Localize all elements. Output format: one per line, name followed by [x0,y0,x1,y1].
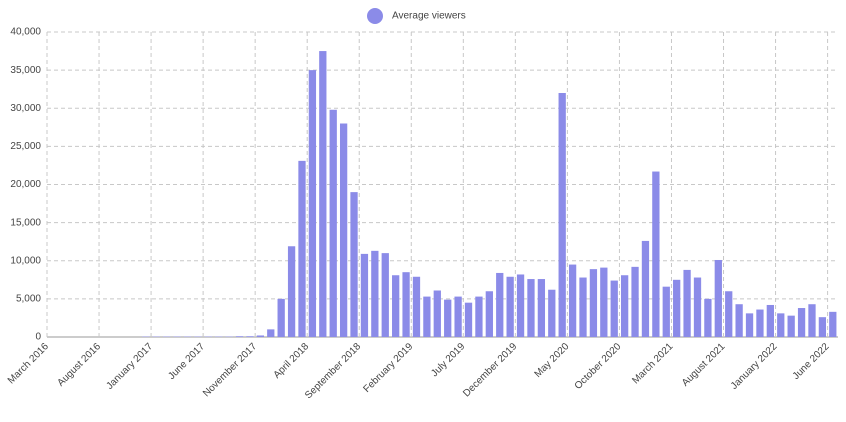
x-tick-label: January 2017 [104,341,155,392]
bar [714,259,722,337]
bar [329,109,337,338]
x-tick-label: March 2016 [6,341,51,386]
bar [423,296,431,337]
bar [287,246,296,337]
y-tick-label: 30,000 [10,103,41,114]
bar [496,272,504,337]
x-tick-label: May 2020 [533,341,572,380]
y-tick-label: 20,000 [10,179,41,190]
legend-label: Average viewers [392,11,466,22]
bar [735,304,743,337]
bar [548,289,556,337]
y-tick-label: 25,000 [10,141,41,152]
bar [256,335,265,337]
bar [683,269,691,337]
bar [725,291,733,337]
legend-marker [367,8,383,24]
bar [444,299,452,337]
bar [766,304,774,337]
bar [745,313,754,337]
y-tick-label: 40,000 [10,27,41,38]
x-tick-label: April 2018 [272,341,312,381]
bar [277,298,285,337]
bar [339,123,348,337]
y-tick-label: 15,000 [10,217,41,228]
bar [693,277,702,337]
bar [610,280,618,337]
bar [797,308,806,337]
x-tick-label: February 2019 [361,341,415,395]
bar [235,336,244,337]
bar [829,311,837,337]
x-tick-label: August 2016 [56,341,104,389]
y-tick-label: 5,000 [16,294,41,305]
bar [631,266,639,337]
bar [600,267,608,337]
bar [568,264,577,337]
bar [558,93,566,337]
bar [704,298,712,337]
bar [808,304,816,337]
x-tick-label: June 2022 [791,341,832,382]
x-tick-label: March 2021 [630,341,675,386]
bar [589,269,598,337]
x-tick-label: August 2021 [680,341,728,389]
bar [246,336,254,337]
bar [464,302,473,337]
bar [371,250,379,337]
bar [433,290,441,337]
bar [579,277,587,337]
bar [485,291,493,337]
bar [787,315,795,337]
y-tick-label: 10,000 [10,255,41,266]
bar [652,171,660,337]
bar [516,274,525,337]
bar [402,272,410,337]
bar [641,240,650,337]
x-tick-label: October 2020 [573,341,624,392]
bar [319,51,327,337]
bar [360,253,369,337]
x-tick-label: January 2022 [729,341,780,392]
bar [506,276,514,337]
bar [475,296,483,337]
x-tick-label: July 2019 [429,341,467,379]
bar [392,275,400,337]
bar [308,70,317,337]
bar [350,192,358,337]
bar [673,279,681,337]
bar [756,309,764,337]
y-tick-label: 35,000 [10,65,41,76]
y-tick-label: 0 [35,332,41,343]
bar [454,296,462,337]
bar [298,160,306,337]
bar [537,279,546,337]
bar [267,329,275,337]
bar [412,276,421,337]
bar [381,253,389,337]
bar [662,286,670,337]
bar [777,313,785,337]
x-tick-label: December 2019 [461,341,519,399]
x-tick-label: June 2017 [166,341,207,382]
x-tick-label: September 2018 [303,341,363,401]
bar [818,317,827,337]
bar [527,279,535,337]
bar [620,275,629,337]
x-tick-label: November 2017 [201,341,259,399]
